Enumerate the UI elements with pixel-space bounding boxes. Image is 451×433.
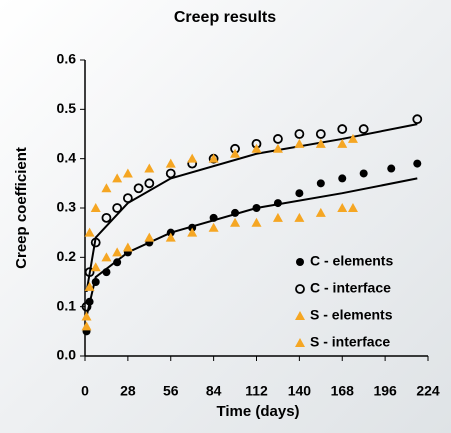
- point: [165, 168, 176, 179]
- point: [122, 193, 133, 204]
- point: [272, 143, 283, 153]
- point: [413, 159, 422, 168]
- point: [208, 153, 219, 163]
- legend-marker: [295, 311, 305, 320]
- x-tick-label: 0: [81, 383, 89, 399]
- point: [230, 148, 241, 158]
- point: [81, 321, 92, 331]
- point: [251, 143, 262, 153]
- point: [230, 217, 241, 227]
- x-tick-label: 224: [416, 383, 440, 399]
- point: [359, 169, 368, 178]
- point: [231, 208, 240, 217]
- y-tick-label: 0.6: [57, 51, 77, 67]
- point: [316, 179, 325, 188]
- point: [144, 178, 155, 189]
- point: [112, 203, 123, 213]
- point: [102, 268, 111, 277]
- point: [347, 203, 358, 212]
- x-tick-label: 84: [206, 383, 222, 399]
- point: [84, 281, 95, 291]
- point: [338, 174, 347, 183]
- point: [90, 203, 101, 212]
- legend-label: S - elements: [310, 307, 393, 323]
- point: [84, 267, 95, 278]
- legend-marker: [295, 338, 305, 347]
- point: [187, 153, 198, 163]
- point: [91, 278, 100, 286]
- x-axis-label: Time (days): [216, 403, 299, 420]
- point: [113, 258, 122, 267]
- point: [294, 138, 305, 148]
- point: [122, 242, 133, 252]
- point: [165, 232, 176, 242]
- point: [208, 222, 219, 232]
- point: [295, 189, 304, 198]
- legend-label: C - elements: [310, 253, 393, 269]
- point: [133, 183, 144, 194]
- point: [272, 212, 283, 222]
- point: [90, 237, 101, 248]
- legend-marker: [296, 258, 304, 266]
- point: [251, 217, 262, 227]
- point: [358, 124, 369, 134]
- point: [387, 164, 396, 173]
- point: [347, 133, 358, 143]
- point: [209, 213, 218, 222]
- point: [112, 247, 123, 257]
- point: [85, 297, 94, 306]
- x-tick-label: 196: [373, 383, 397, 399]
- point: [122, 168, 133, 178]
- y-tick-label: 0.3: [57, 199, 77, 215]
- point: [273, 134, 283, 144]
- point: [81, 311, 92, 321]
- y-tick-label: 0.1: [57, 297, 77, 313]
- point: [315, 207, 326, 217]
- y-tick-label: 0.4: [57, 149, 77, 165]
- point: [187, 227, 198, 237]
- point: [412, 114, 423, 125]
- legend-marker: [295, 284, 305, 294]
- point: [337, 138, 348, 148]
- x-tick-label: 56: [163, 383, 179, 399]
- chart-title: Creep results: [174, 9, 276, 26]
- x-tick-label: 168: [331, 383, 355, 399]
- y-tick-label: 0.0: [57, 347, 77, 363]
- x-tick-label: 28: [120, 383, 136, 399]
- y-tick-label: 0.2: [57, 248, 77, 264]
- x-tick-label: 140: [288, 383, 312, 399]
- point: [294, 129, 305, 139]
- point: [112, 173, 123, 183]
- point: [337, 124, 348, 134]
- point: [101, 252, 112, 262]
- point: [273, 199, 282, 208]
- point: [84, 227, 95, 237]
- point: [101, 183, 112, 193]
- legend-label: C - interface: [310, 280, 391, 296]
- y-tick-label: 0.5: [57, 100, 77, 116]
- point: [165, 158, 176, 168]
- point: [101, 212, 112, 223]
- point: [144, 232, 155, 242]
- point: [315, 129, 326, 139]
- point: [144, 163, 155, 173]
- point: [315, 138, 326, 148]
- point: [252, 204, 261, 212]
- point: [337, 203, 348, 212]
- point: [81, 301, 92, 312]
- point: [90, 262, 101, 272]
- y-axis-label: Creep coefficient: [13, 147, 30, 269]
- point: [294, 212, 305, 222]
- legend-label: S - interface: [310, 334, 390, 350]
- x-tick-label: 112: [245, 383, 268, 399]
